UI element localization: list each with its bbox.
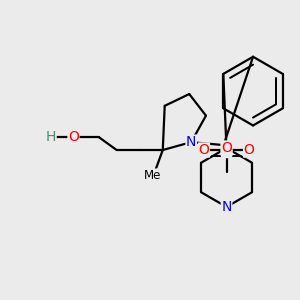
Text: N: N bbox=[221, 200, 232, 214]
Text: O: O bbox=[199, 143, 209, 157]
Text: N: N bbox=[186, 135, 196, 149]
Text: H: H bbox=[46, 130, 56, 144]
Text: S: S bbox=[222, 142, 231, 158]
Text: Me: Me bbox=[144, 169, 162, 182]
Text: O: O bbox=[221, 141, 232, 155]
Text: O: O bbox=[244, 143, 255, 157]
Text: O: O bbox=[68, 130, 79, 144]
